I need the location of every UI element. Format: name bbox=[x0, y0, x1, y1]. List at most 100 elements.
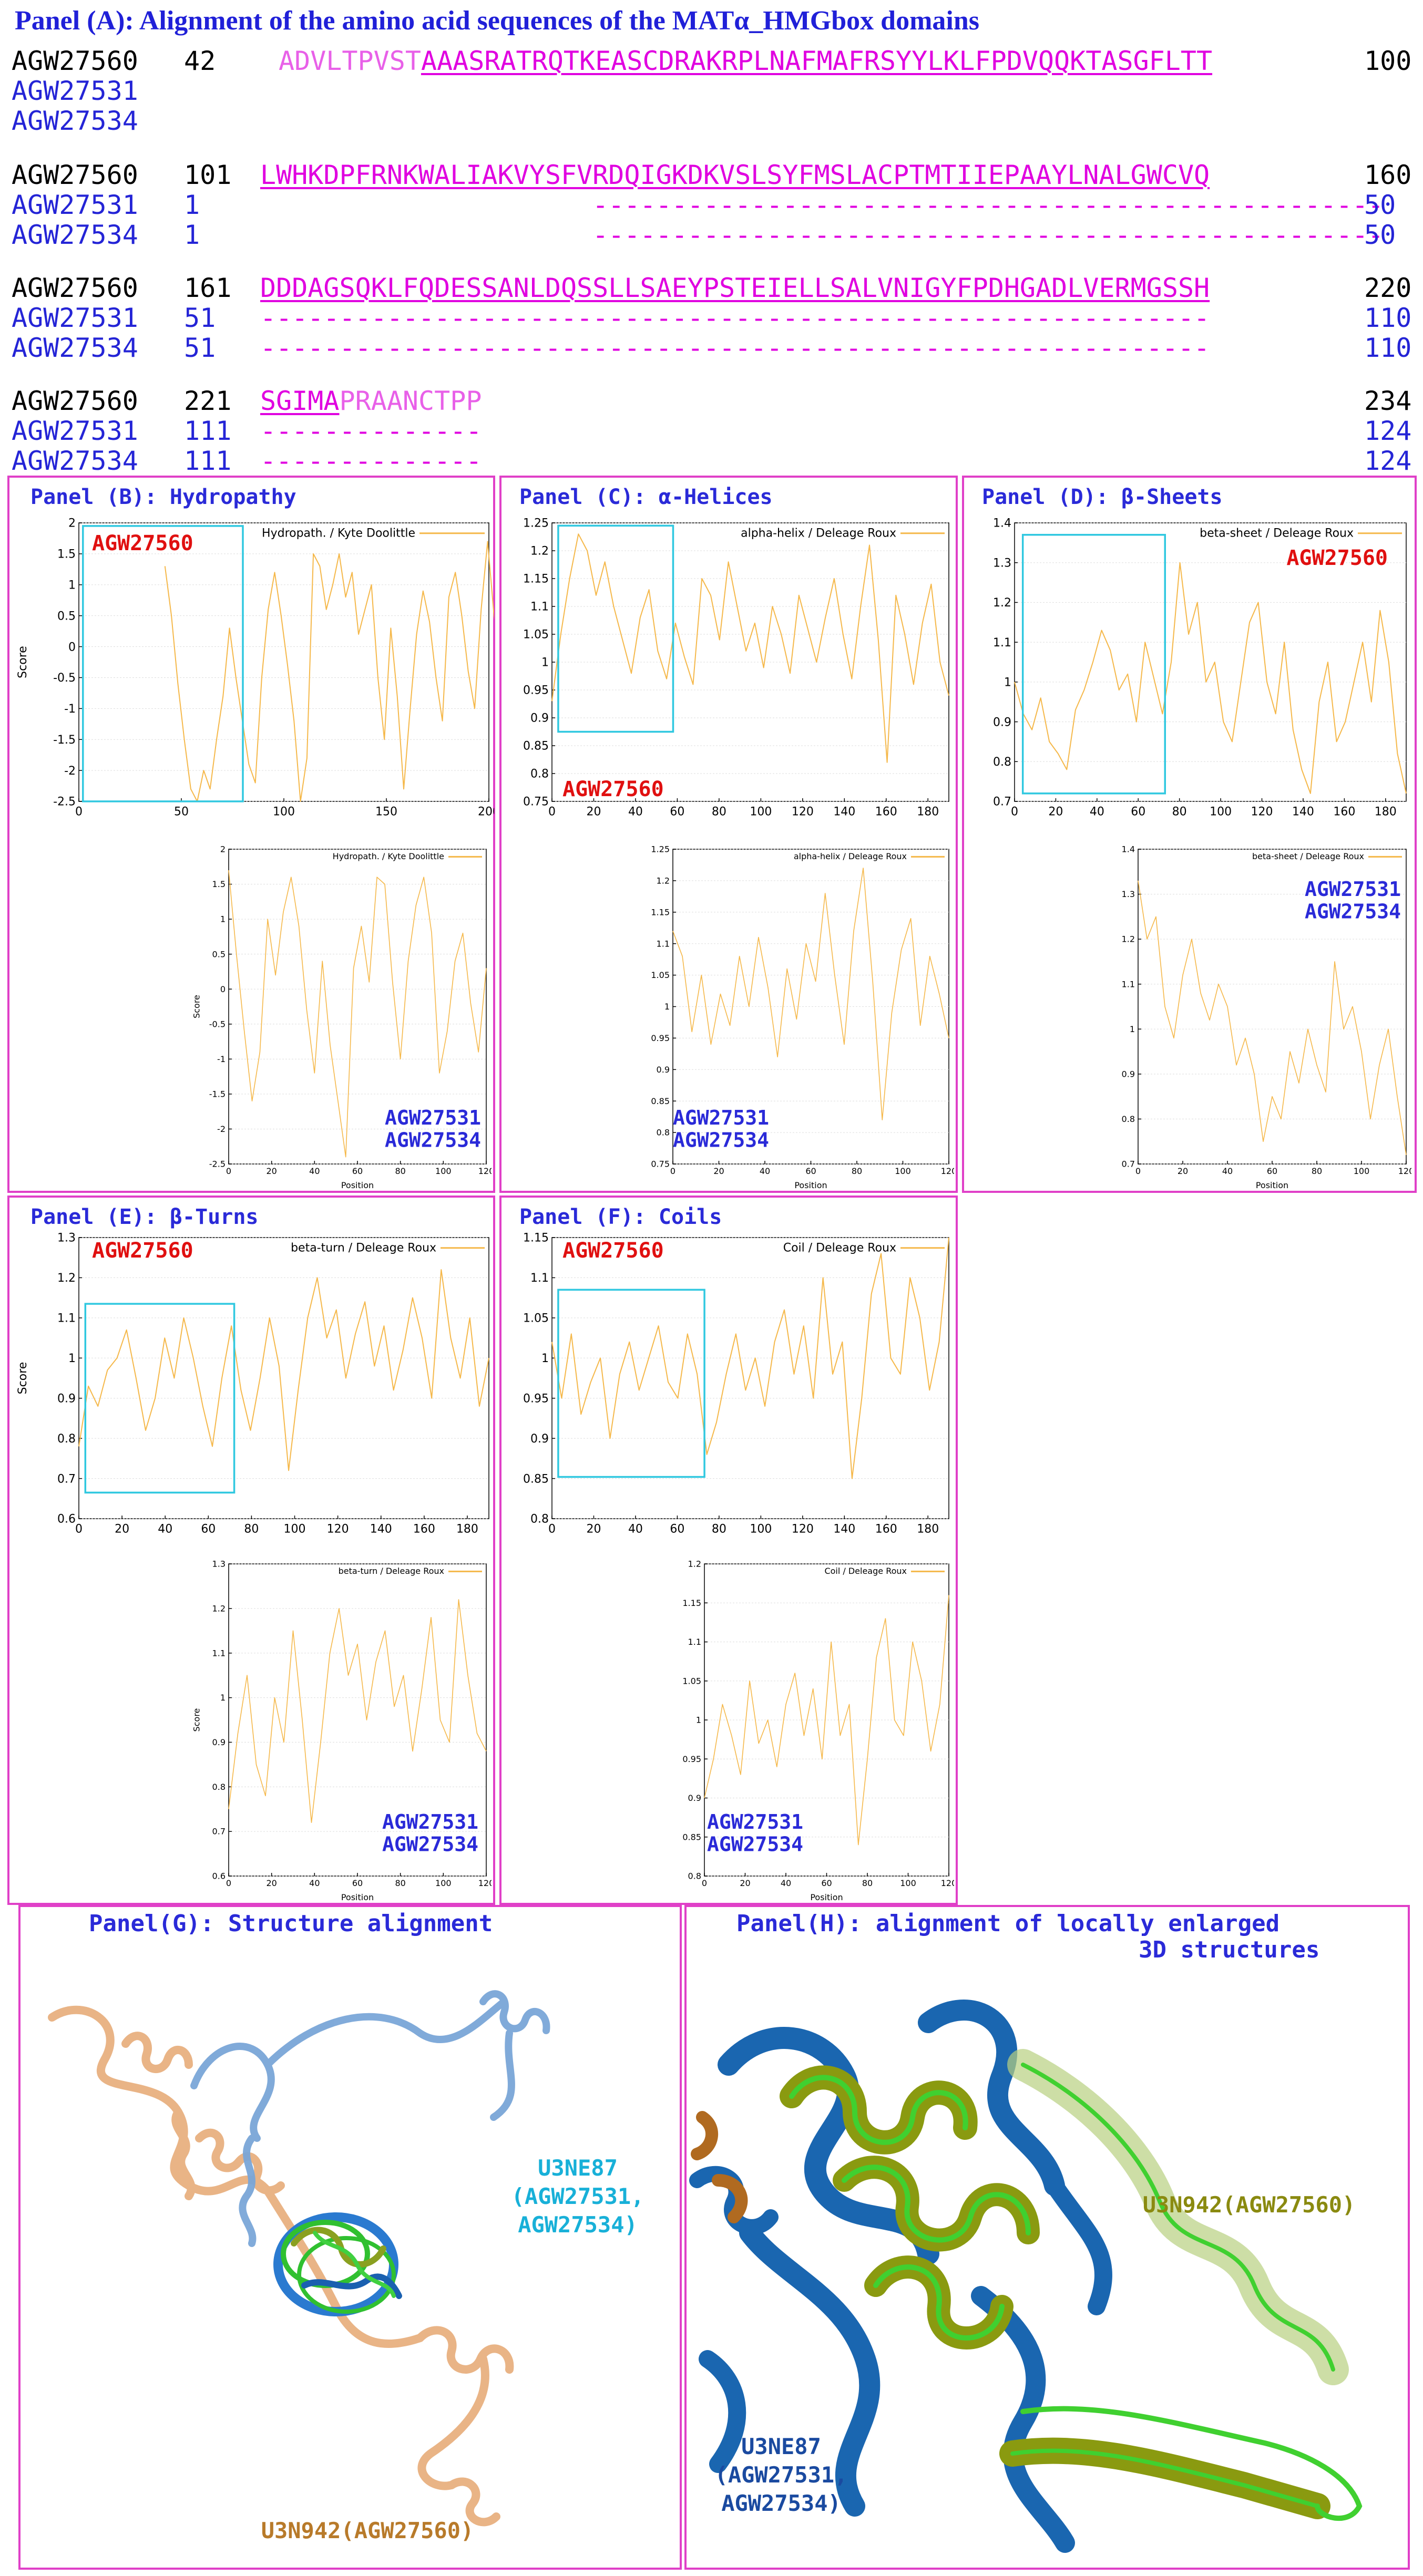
legend-text: alpha-helix / Deleage Roux bbox=[794, 851, 907, 861]
sequence-end: 234 bbox=[1364, 386, 1412, 416]
sequence-main: LWHKDPFRNKWALIAKVYSFVRDQIGKDKVSLSYFMSLAC… bbox=[260, 160, 1210, 190]
x-tick-label: 120 bbox=[941, 1166, 954, 1176]
panel-g-box: Panel(G): Structure alignment bbox=[18, 1905, 682, 2570]
y-tick-label: 0.9 bbox=[530, 712, 549, 725]
x-tick-label: 0 bbox=[1011, 805, 1018, 818]
sequence-id: AGW27534 bbox=[12, 106, 138, 136]
legend-text: beta-sheet / Deleage Roux bbox=[1200, 527, 1354, 540]
y-tick-label: 0.9 bbox=[530, 1433, 549, 1446]
x-axis-label: Position bbox=[1256, 1180, 1288, 1190]
agw27560-label: AGW27560 bbox=[92, 531, 193, 555]
y-tick-label: 0.9 bbox=[212, 1737, 226, 1747]
x-tick-label: 40 bbox=[760, 1166, 770, 1176]
legend-text: Coil / Deleage Roux bbox=[824, 1566, 907, 1576]
y-tick-label: 0.9 bbox=[688, 1793, 701, 1803]
sequence-residues: ----------------------------------------… bbox=[260, 190, 1384, 220]
legend-text: beta-sheet / Deleage Roux bbox=[1252, 851, 1364, 861]
plot-frame bbox=[704, 1563, 949, 1877]
data-line bbox=[1014, 562, 1407, 794]
x-tick-label: 120 bbox=[792, 1522, 814, 1536]
plot-svg: 0.75 0.8 0.85 0.9 0.95 1 1.05 1.1 1.15 1.2 1.25 0 20… bbox=[523, 517, 949, 818]
y-tick-label: -1.5 bbox=[53, 734, 76, 747]
plot-f-inset: 0.8 0.85 0.9 0.95 1 1.05 1.1 1.15 1.2 0 20 40 60 80 10… bbox=[668, 1555, 954, 1902]
y-tick-label: 1.4 bbox=[1122, 844, 1135, 854]
x-tick-label: 80 bbox=[244, 1522, 259, 1536]
x-tick-label: 20 bbox=[713, 1166, 724, 1176]
plot-svg: 0.7 0.8 0.9 1 1.1 1.2 1.3 1.4 0 20 40 60 80 100 120 Pos… bbox=[1122, 844, 1411, 1190]
plot-b-inset: -2.5-2-1.5-1-0.500.511.52020406080100120… bbox=[192, 841, 492, 1190]
plot-svg: 0.8 0.85 0.9 0.95 1 1.05 1.1 1.15 1.2 0 20 40 60 80 10… bbox=[682, 1559, 954, 1902]
y-tick-label: 0.5 bbox=[212, 949, 226, 959]
y-tick-label: 0.8 bbox=[1122, 1114, 1135, 1124]
agw27531-agw27534-label: AGW27531 bbox=[1305, 878, 1401, 901]
x-tick-label: 140 bbox=[833, 805, 855, 818]
x-tick-label: 0 bbox=[226, 1878, 231, 1888]
y-tick-label: 0.7 bbox=[1122, 1159, 1135, 1169]
y-tick-label: 0.5 bbox=[57, 610, 76, 623]
plot-frame bbox=[1138, 849, 1407, 1165]
plot-frame bbox=[78, 522, 489, 802]
panel-h-title-line2: 3D structures bbox=[1139, 1936, 1320, 1963]
sequence-end: 124 bbox=[1364, 446, 1412, 476]
x-tick-label: 60 bbox=[1131, 805, 1145, 818]
y-tick-label: 1 bbox=[664, 1002, 670, 1012]
plot-svg: 0.6 0.7 0.8 0.9 1 1.1 1.2 1.3 0 20 40 60 80 100 120 Sco… bbox=[192, 1559, 492, 1902]
data-line bbox=[228, 1599, 487, 1823]
agw27531-agw27534-label: AGW27534 bbox=[385, 1129, 481, 1152]
sequence-residues: ADVLTPVSTAAASRATRQTKEASCDRAKRPLNAFMAFRSY… bbox=[279, 46, 1212, 76]
y-tick-label: 1.05 bbox=[523, 628, 549, 642]
sequence-id: AGW27534 bbox=[12, 446, 138, 476]
plot-frame bbox=[228, 1563, 487, 1877]
sequence-row: AGW27534 1 ------------------------------… bbox=[0, 220, 1423, 250]
highlight-box bbox=[1021, 533, 1166, 795]
panel-a-title: Panel (A): Alignment of the amino acid s… bbox=[15, 6, 980, 36]
y-tick-label: 0.95 bbox=[523, 1392, 549, 1405]
u3n942-green-label: U3N942(AGW27560) bbox=[1142, 2192, 1356, 2218]
sequence-residues: SGIMAPRAANCTPP bbox=[260, 386, 482, 416]
y-tick-label: 0.9 bbox=[657, 1065, 670, 1075]
x-tick-label: 180 bbox=[1375, 805, 1397, 818]
x-tick-label: 60 bbox=[352, 1166, 363, 1176]
y-tick-label: 1.1 bbox=[530, 601, 549, 614]
x-axis-label: Position bbox=[341, 1180, 374, 1190]
x-tick-label: 160 bbox=[875, 1522, 897, 1536]
agw27560-label: AGW27560 bbox=[562, 1239, 664, 1263]
sequence-residues: ----------------------------------------… bbox=[260, 303, 1210, 333]
plot-frame bbox=[78, 1237, 489, 1519]
x-tick-label: 100 bbox=[435, 1878, 452, 1888]
x-tick-label: 140 bbox=[370, 1522, 392, 1536]
y-axis-label: Score bbox=[192, 1708, 201, 1732]
panel-d-title: Panel (D): β-Sheets bbox=[982, 485, 1223, 509]
x-tick-label: 200 bbox=[478, 805, 494, 818]
highlight-box bbox=[82, 525, 244, 802]
sequence-start: 51 bbox=[184, 333, 216, 363]
sequence-main: SGIMA bbox=[260, 386, 340, 416]
panel-c-title: Panel (C): α-Helices bbox=[519, 485, 773, 509]
sequence-row: AGW27560 161 DDDAGSQKLFQDESSANLDQSSLLSAEYP… bbox=[0, 273, 1423, 303]
y-tick-label: 0.95 bbox=[523, 684, 549, 697]
x-tick-label: 20 bbox=[266, 1878, 277, 1888]
x-tick-label: 100 bbox=[435, 1166, 452, 1176]
sequence-residues: -------------- bbox=[260, 446, 482, 476]
sequence-main: -------------- bbox=[260, 446, 482, 476]
panel-d-box: Panel (D): β-Sheets bbox=[962, 476, 1417, 1193]
x-tick-label: 60 bbox=[201, 1522, 216, 1536]
sequence-start: 101 bbox=[184, 160, 232, 190]
plot-e-inset: 0.6 0.7 0.8 0.9 1 1.1 1.2 1.3 0 20 40 60 80 100 120 Sco… bbox=[192, 1555, 492, 1902]
x-tick-label: 160 bbox=[413, 1522, 435, 1536]
y-tick-label: 1.15 bbox=[651, 907, 670, 917]
agw27531-agw27534-label: AGW27534 bbox=[707, 1833, 803, 1856]
y-axis-label: Score bbox=[192, 995, 201, 1018]
x-tick-label: 80 bbox=[852, 1166, 862, 1176]
y-tick-label: -0.5 bbox=[209, 1019, 226, 1029]
y-tick-label: 0.6 bbox=[212, 1871, 226, 1881]
y-tick-label: 1.1 bbox=[688, 1637, 701, 1647]
sequence-residues: ----------------------------------------… bbox=[260, 220, 1384, 250]
data-line bbox=[704, 1595, 949, 1846]
y-tick-label: 0.95 bbox=[651, 1033, 670, 1043]
sequence-end: 50 bbox=[1364, 190, 1396, 220]
y-tick-label: 1.2 bbox=[993, 596, 1011, 610]
x-tick-label: 20 bbox=[586, 1522, 601, 1536]
y-tick-label: 1 bbox=[696, 1715, 701, 1725]
sequence-start: 1 bbox=[184, 190, 200, 220]
